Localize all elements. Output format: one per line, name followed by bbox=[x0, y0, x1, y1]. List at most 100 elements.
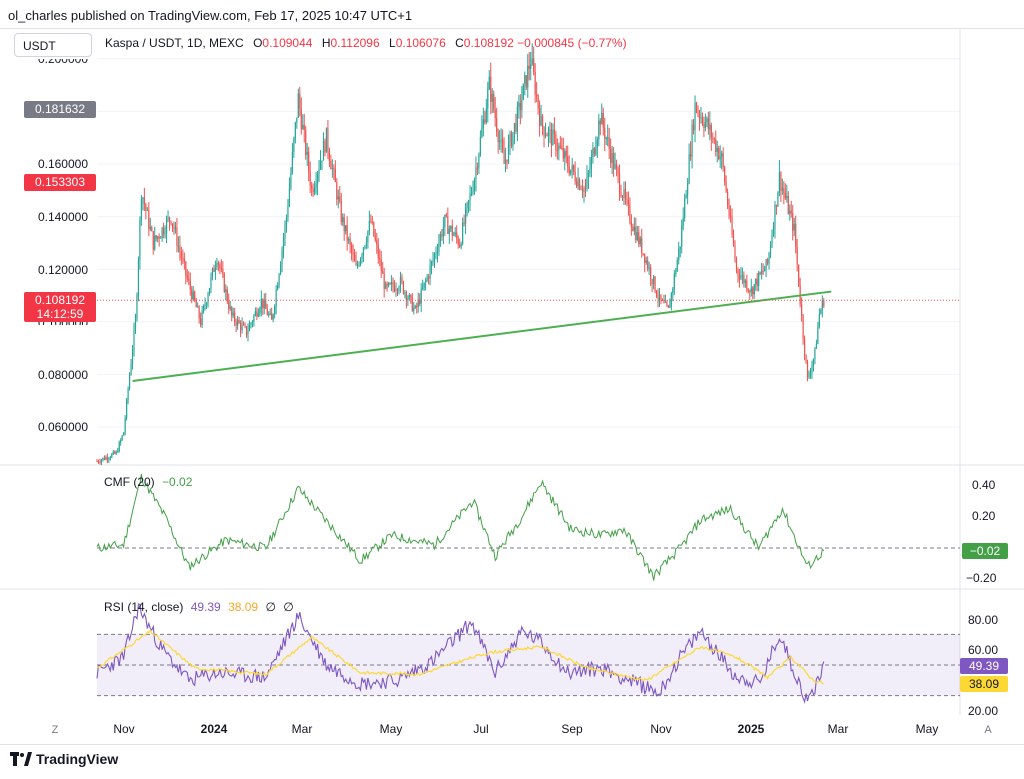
candle-body bbox=[430, 261, 433, 267]
candle-body bbox=[756, 278, 758, 286]
candle-body bbox=[393, 286, 396, 291]
candle-body bbox=[278, 274, 280, 286]
candle-body bbox=[485, 108, 487, 123]
candle-body bbox=[392, 282, 394, 287]
candle-body bbox=[815, 343, 818, 349]
candle-body bbox=[732, 234, 735, 246]
candle-body bbox=[698, 113, 701, 118]
candle-body bbox=[345, 225, 347, 232]
rsi-tick-0: 80.00 bbox=[968, 613, 999, 627]
candle-body bbox=[389, 283, 391, 285]
candle-body bbox=[510, 133, 513, 147]
symbol-badge[interactable]: USDT bbox=[14, 33, 92, 57]
candle-body bbox=[349, 238, 351, 246]
candle-body bbox=[171, 223, 174, 226]
legend-close-value: 0.108192 bbox=[463, 36, 514, 50]
candle-body bbox=[617, 168, 619, 175]
candle-body bbox=[339, 196, 341, 201]
candle-body bbox=[388, 283, 390, 286]
candle-body bbox=[462, 222, 464, 244]
candle-body bbox=[744, 280, 746, 283]
candle-body bbox=[484, 119, 486, 123]
last-price-tag: 0.108192 14:12:59 bbox=[24, 292, 96, 322]
candle-body bbox=[503, 150, 505, 164]
candle-body bbox=[186, 275, 188, 279]
candle-body bbox=[713, 138, 715, 140]
candle-body bbox=[102, 457, 104, 460]
candle-body bbox=[398, 288, 400, 291]
candle-body bbox=[342, 217, 344, 222]
candle-body bbox=[314, 187, 316, 193]
candle-body bbox=[308, 151, 310, 172]
candle-body bbox=[367, 231, 369, 243]
candle-body bbox=[820, 309, 822, 314]
rsi-ma-value: 38.09 bbox=[228, 600, 259, 614]
candle-body bbox=[644, 253, 646, 263]
candle-body bbox=[803, 338, 806, 355]
candle-body bbox=[479, 137, 481, 155]
candle-body bbox=[208, 288, 211, 296]
tradingview-logo[interactable]: TradingView bbox=[10, 751, 118, 767]
candle-body bbox=[191, 289, 193, 300]
candle-body bbox=[648, 267, 650, 269]
candle-body bbox=[487, 89, 489, 109]
candle-body bbox=[573, 165, 575, 172]
candle-body bbox=[274, 306, 276, 315]
legend-close-label: C bbox=[455, 36, 464, 50]
candle-body bbox=[812, 358, 815, 366]
candle-body bbox=[549, 129, 551, 131]
candle-body bbox=[248, 324, 251, 331]
candle-body bbox=[174, 227, 177, 230]
candle-body bbox=[302, 124, 304, 129]
candle-body bbox=[629, 204, 631, 222]
candle-body bbox=[624, 189, 627, 199]
candle-body bbox=[620, 192, 622, 197]
candle-body bbox=[729, 215, 732, 218]
candle-body bbox=[447, 216, 449, 234]
candle-body bbox=[726, 191, 729, 206]
candle-body bbox=[213, 268, 215, 272]
candle-body bbox=[368, 221, 370, 232]
candle-body bbox=[148, 210, 150, 229]
candle-body bbox=[515, 123, 517, 132]
price-chart[interactable] bbox=[0, 0, 1024, 745]
candle-body bbox=[752, 287, 754, 295]
candle-body bbox=[456, 232, 458, 239]
candle-body bbox=[792, 213, 794, 231]
candle-body bbox=[371, 221, 373, 223]
candle-body bbox=[361, 255, 363, 259]
candle-body bbox=[328, 150, 331, 161]
legend-low-value: 0.106076 bbox=[395, 36, 446, 50]
candle-body bbox=[202, 305, 205, 311]
candle-body bbox=[340, 200, 342, 222]
candle-body bbox=[299, 93, 301, 109]
zoom-button[interactable]: Z bbox=[51, 724, 59, 736]
candle-body bbox=[362, 247, 365, 256]
candle-body bbox=[245, 326, 248, 336]
candle-body bbox=[675, 271, 677, 275]
candle-body bbox=[531, 58, 533, 65]
candle-body bbox=[160, 237, 162, 239]
auto-scale-button[interactable]: A bbox=[984, 724, 992, 736]
candle-body bbox=[499, 140, 501, 143]
candle-body bbox=[516, 106, 518, 132]
candle-body bbox=[334, 168, 336, 183]
candle-body bbox=[562, 148, 564, 159]
candle-body bbox=[411, 296, 413, 311]
candle-body bbox=[580, 188, 582, 190]
candle-body bbox=[513, 123, 516, 133]
candle-body bbox=[168, 217, 171, 222]
candle-body bbox=[136, 295, 138, 319]
candle-body bbox=[464, 208, 467, 224]
candle-body bbox=[630, 221, 632, 227]
legend-open-value: 0.109044 bbox=[262, 36, 313, 50]
candle-body bbox=[239, 323, 242, 331]
candle-body bbox=[453, 234, 455, 236]
candle-body bbox=[703, 123, 705, 128]
candle-body bbox=[626, 198, 628, 200]
candle-body bbox=[684, 198, 686, 218]
publish-header: ol_charles published on TradingView.com,… bbox=[8, 8, 413, 23]
candle-body bbox=[469, 193, 471, 201]
cmf-tick-2: −0.20 bbox=[966, 571, 997, 585]
candle-body bbox=[583, 187, 585, 192]
